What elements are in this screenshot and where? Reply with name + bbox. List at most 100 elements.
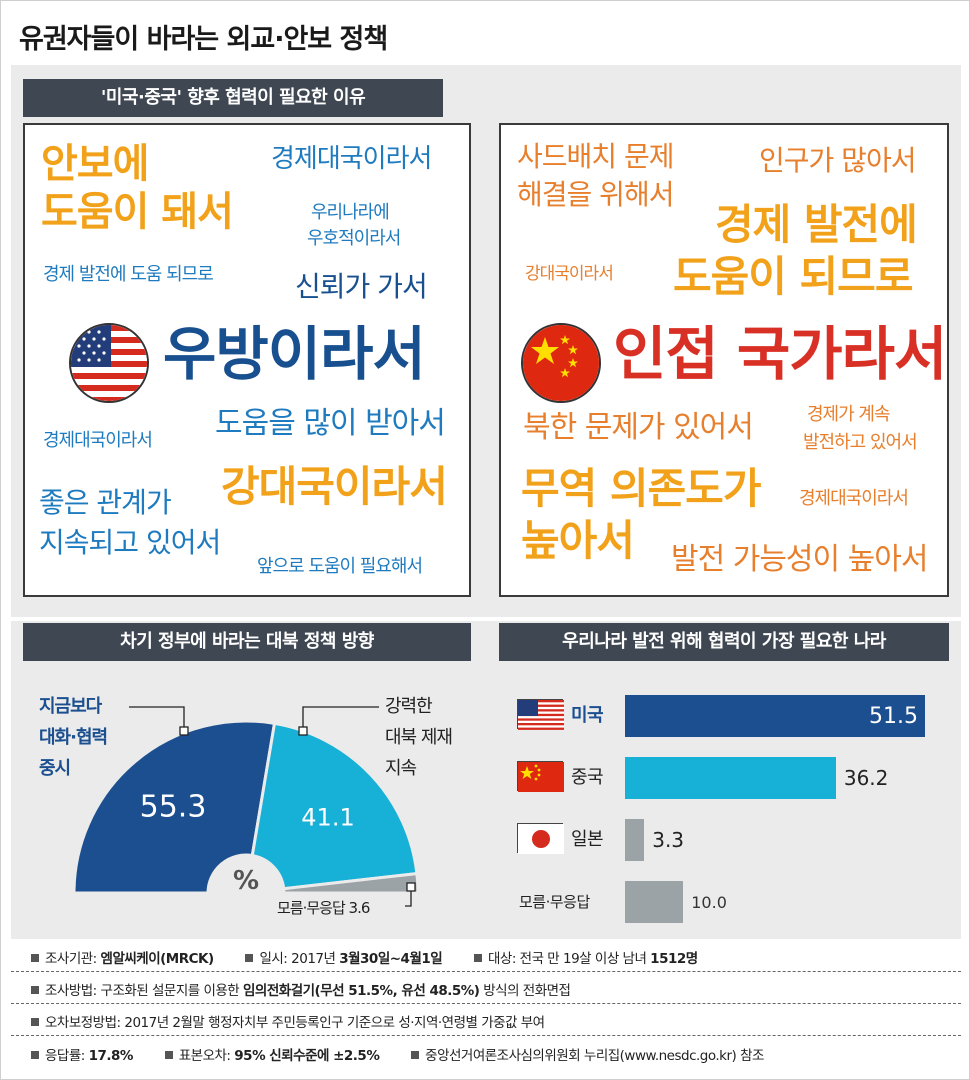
bullet-icon (411, 1051, 420, 1059)
footer-response-value: 17.8% (88, 1048, 134, 1064)
china-word-trade-a: 무역 의존도가 (521, 464, 761, 513)
footer-target-value: 1512명 (650, 951, 698, 967)
nk-policy-header: 차기 정부에 바라는 대북 정책 방향 (23, 623, 471, 661)
usa-flag-icon (517, 699, 564, 730)
footer-agency-value: 엠알씨케이(MRCK) (100, 951, 215, 967)
footer-divider (11, 1003, 961, 1004)
china-word-econ-dev-a: 경제 발전에 (715, 200, 918, 249)
value-label-sanction: 41.1 (301, 803, 354, 831)
bullet-icon (31, 1051, 39, 1059)
label-dialogue-b: 대화·협력 (39, 727, 108, 748)
japan-flag-icon (517, 823, 564, 854)
partner-bar-chart: 미국 51.5 중국 36.2 일본 3.3 모름·무응답 10.0 (499, 691, 949, 931)
footer-error-value: 95% 신뢰수준에 ±2.5% (234, 1048, 380, 1064)
reasons-header: '미국·중국' 향후 협력이 필요한 이유 (23, 79, 443, 117)
usa-word-great-power: 강대국이라서 (221, 462, 448, 511)
china-word-thaad-a: 사드배치 문제 (517, 140, 674, 173)
china-word-nk: 북한 문제가 있어서 (523, 410, 754, 445)
china-word-growing-a: 경제가 계속 (807, 404, 891, 425)
usa-word-economy-power: 경제대국이라서 (271, 144, 432, 174)
usa-reasons-box: 안보에 도움이 돼서 경제대국이라서 우리나라에 우호적이라서 경제 발전에 도… (23, 123, 471, 597)
footer-line-4: 응답률: 17.8% 표본오차: 95% 신뢰수준에 ±2.5% 중앙선거여론조… (31, 1044, 970, 1064)
footer-line-2: 조사방법: 구조화된 설문지를 이용한 임의전화걸기(무선 51.5%, 유선 … (31, 979, 970, 999)
bar-category-label: 미국 (571, 705, 604, 726)
china-flag-icon (517, 761, 564, 792)
footer-error-key: 표본오차: (178, 1048, 235, 1064)
footer-line-3: 오차보정방법: 2017년 2월말 행정자치부 주민등록인구 기준으로 성·지역… (31, 1011, 970, 1031)
china-reasons-box: 사드배치 문제 해결을 위해서 인구가 많아서 경제 발전에 도움이 되므로 강… (499, 123, 949, 597)
bar-category-label: 모름·무응답 (519, 893, 590, 911)
china-word-economy-power: 경제대국이라서 (799, 488, 909, 509)
bar-value-label: 51.5 (869, 704, 918, 729)
leader-sanction (302, 706, 379, 731)
value-label-dialogue: 55.3 (140, 790, 207, 825)
slice-unknown (282, 871, 420, 895)
usa-word-helped: 도움을 많이 받아서 (215, 406, 446, 441)
footer-weighting: 오차보정방법: 2017년 2월말 행정자치부 주민등록인구 기준으로 성·지역… (45, 1015, 545, 1031)
bar-category-label: 일본 (571, 829, 604, 850)
footer-target-key: 대상: 전국 만 19살 이상 남녀 (487, 951, 651, 967)
china-word-population: 인구가 많아서 (759, 144, 916, 177)
leader-unknown (405, 887, 412, 907)
footer-response-key: 응답률: (45, 1048, 89, 1064)
usa-flag-icon (69, 323, 149, 403)
label-unknown: 모름·무응답 3.6 (277, 899, 370, 917)
nk-policy-half-donut: 55.3 41.1% (72, 706, 420, 907)
label-sanction-a: 강력한 (385, 696, 433, 717)
footer-line-1: 조사기관: 엠알씨케이(MRCK) 일시: 2017년 3월30일~4월1일 대… (31, 947, 970, 967)
footer-date-value: 3월30일~4월1일 (339, 951, 443, 967)
leader-dialogue-marker (179, 726, 189, 736)
bullet-icon (245, 954, 254, 962)
usa-word-trust: 신뢰가 가서 (295, 270, 428, 303)
bullet-icon (164, 1051, 173, 1059)
usa-word-security-a: 안보에 (41, 141, 149, 187)
usa-main-reason: 우방이라서 (163, 320, 426, 388)
bullet-icon (473, 954, 482, 962)
footer-source: 중앙선거여론조사심의위원회 누리집(www.nesdc.go.kr) 참조 (425, 1048, 764, 1064)
usa-word-friendly-a: 우리나라에 (311, 202, 390, 223)
bar (625, 881, 684, 923)
unit-label: % (233, 866, 259, 896)
bar (625, 757, 836, 799)
slice-dialogue (72, 719, 277, 895)
bar (625, 695, 925, 737)
china-word-thaad-b: 해결을 위해서 (517, 178, 674, 211)
leader-dialogue (129, 706, 185, 731)
bullet-icon (31, 1018, 39, 1026)
footer-agency-key: 조사기관: (45, 951, 101, 967)
bullet-icon (31, 954, 39, 962)
usa-word-future-help: 앞으로 도움이 필요해서 (257, 556, 423, 577)
usa-word-security-b: 도움이 돼서 (41, 189, 234, 235)
footer-divider (11, 1035, 961, 1036)
usa-word-friendly-b: 우호적이라서 (307, 228, 401, 249)
china-word-econ-dev-b: 도움이 되므로 (673, 252, 913, 301)
usa-word-economy-power-2: 경제대국이라서 (43, 430, 153, 451)
page-title: 유권자들이 바라는 외교·안보 정책 (19, 24, 388, 55)
label-dialogue-a: 지금보다 (39, 696, 102, 717)
china-word-potential: 발전 가능성이 높아서 (671, 542, 928, 577)
bar-value-label: 36.2 (843, 766, 889, 790)
china-word-trade-b: 높아서 (521, 516, 635, 565)
usa-word-good-relation-a: 좋은 관계가 (39, 486, 172, 519)
label-sanction-b: 대북 제재 (385, 727, 453, 748)
label-sanction-c: 지속 (385, 758, 417, 779)
leader-unknown-marker (406, 882, 416, 892)
partner-header: 우리나라 발전 위해 협력이 가장 필요한 나라 (499, 623, 949, 661)
bar-value-label: 3.3 (652, 828, 685, 852)
footer-method-key: 조사방법: 구조화된 설문지를 이용한 (45, 983, 244, 999)
footer-divider (11, 971, 961, 972)
bar-value-label: 10.0 (691, 893, 727, 912)
usa-word-econ-help: 경제 발전에 도움 되므로 (43, 264, 214, 285)
usa-word-good-relation-b: 지속되고 있어서 (39, 526, 221, 559)
leader-sanction-marker (298, 726, 308, 736)
bar-category-label: 중국 (571, 767, 604, 788)
bar (625, 819, 645, 861)
china-flag-icon (521, 323, 601, 403)
footer-date-key: 일시: 2017년 (259, 951, 340, 967)
footer-method-value: 임의전화걸기(무선 51.5%, 유선 48.5%) (243, 983, 480, 999)
china-word-growing-b: 발전하고 있어서 (803, 432, 918, 453)
slice-sanction (250, 721, 419, 891)
china-main-reason: 인접 국가라서 (613, 320, 947, 388)
footer-method-tail: 방식의 전화면접 (479, 983, 571, 999)
label-dialogue-c: 중시 (39, 758, 71, 779)
